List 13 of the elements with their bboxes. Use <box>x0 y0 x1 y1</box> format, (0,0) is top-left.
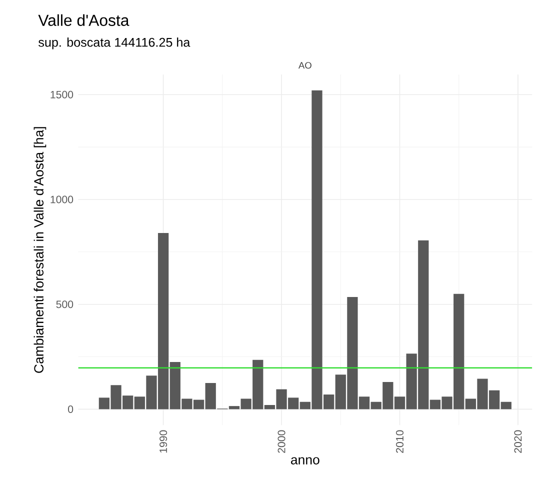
y-tick-label: 1500 <box>50 90 74 98</box>
x-axis-title: anno <box>290 457 320 465</box>
text: AO <box>298 62 312 69</box>
chart-subtitle: sup. boscata 144116.25 ha <box>38 38 190 50</box>
y-axis-title: Cambiamenti forestali in Valle d'Aosta [ha] <box>34 127 46 373</box>
x-tick-label: 2000 <box>278 430 286 453</box>
x-tick-label: 2010 <box>396 430 404 453</box>
y-tick-label: 1000 <box>50 196 74 204</box>
chart-title: Valle d'Aosta <box>38 14 130 26</box>
x-tick-label: 2020 <box>514 430 522 453</box>
y-tick-label: 500 <box>56 300 74 308</box>
x-tick-label: 1990 <box>160 430 168 453</box>
y-tick-label: 0 <box>68 406 74 414</box>
